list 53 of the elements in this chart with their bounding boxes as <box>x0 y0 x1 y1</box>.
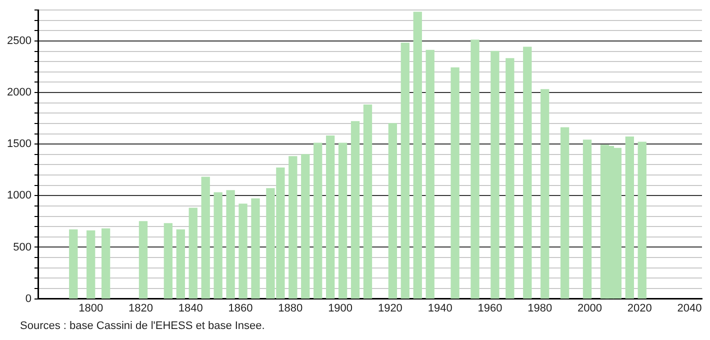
bar <box>582 140 592 299</box>
y-tick-label: 0 <box>25 292 32 305</box>
y-tick-label: 1000 <box>6 190 32 202</box>
bar <box>138 221 148 299</box>
bar <box>226 190 235 299</box>
x-tick-label: 1800 <box>78 302 104 314</box>
x-tick-label: 1880 <box>278 302 303 314</box>
bar <box>523 46 532 299</box>
bar <box>164 223 173 299</box>
bar <box>363 104 372 299</box>
x-tick-label: 2000 <box>578 302 602 314</box>
x-tick-label: 1820 <box>128 302 153 314</box>
bar <box>413 12 422 299</box>
bar <box>625 136 634 299</box>
bar <box>350 121 360 299</box>
bar <box>560 127 570 299</box>
x-tick-label: 1860 <box>228 302 253 314</box>
bar <box>338 142 348 299</box>
bar <box>388 123 398 299</box>
bar <box>326 136 335 299</box>
y-tick-label: 1500 <box>6 138 32 150</box>
y-tick-label: 500 <box>13 241 32 254</box>
x-tick-label: 1940 <box>428 302 452 314</box>
bar <box>490 50 500 299</box>
x-tick-label: 1920 <box>378 302 402 314</box>
bar <box>314 142 322 299</box>
bar <box>470 40 480 299</box>
bar <box>176 229 185 299</box>
bar <box>69 229 78 299</box>
x-tick-label: 1960 <box>478 302 502 314</box>
bar <box>540 89 550 299</box>
bar <box>506 58 514 299</box>
y-tick-label: 2500 <box>6 34 32 47</box>
x-tick-label: 2040 <box>677 302 702 314</box>
bar <box>301 154 310 299</box>
bar <box>214 192 222 299</box>
y-tick-label: 2000 <box>6 86 32 99</box>
bar <box>238 204 248 299</box>
x-tick-label: 2020 <box>627 302 652 314</box>
bar <box>400 42 410 299</box>
bar <box>426 50 434 299</box>
x-tick-label: 1900 <box>328 302 353 314</box>
x-tick-label: 1980 <box>528 302 552 314</box>
bar <box>288 156 298 299</box>
source-note: Sources : base Cassini de l'EHESS et base Insee. <box>20 320 265 332</box>
bar <box>638 142 646 299</box>
bar <box>101 228 110 299</box>
bar <box>201 176 210 299</box>
bar <box>86 230 96 299</box>
bar <box>188 208 198 299</box>
bar <box>251 198 260 299</box>
bar <box>450 67 460 299</box>
x-tick-label: 1840 <box>178 302 203 314</box>
